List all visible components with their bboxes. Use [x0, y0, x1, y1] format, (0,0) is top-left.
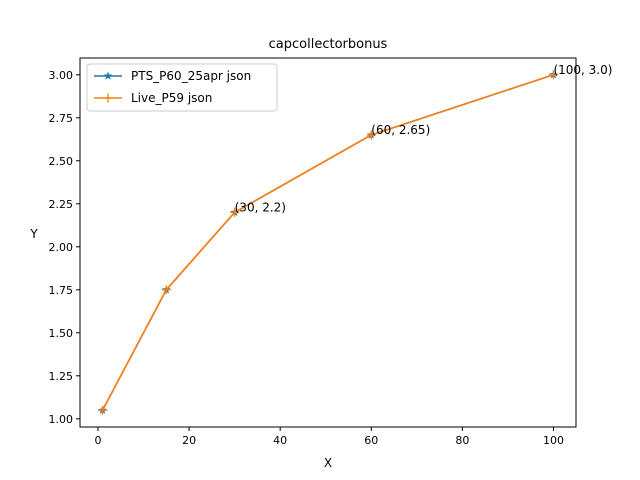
y-tick-label: 2.25	[49, 198, 74, 211]
y-tick-label: 1.00	[49, 413, 74, 426]
series-1	[98, 70, 558, 414]
point-annotation: (60, 2.65)	[371, 123, 430, 137]
y-tick-label: 1.50	[49, 327, 74, 340]
series-layer	[98, 70, 558, 415]
annotation-layer: (30, 2.2) (60, 2.65) (100, 3.0)	[235, 63, 613, 215]
legend-marker	[103, 71, 113, 80]
series-line	[101, 74, 554, 411]
point-annotation: (30, 2.2)	[235, 200, 286, 214]
x-tick-label: 20	[182, 434, 196, 447]
y-axis-ticks: 1.00 1.25 1.50 1.75 2.00 2.25 2.50 2.75 3.00	[49, 69, 80, 426]
data-point-marker	[366, 130, 376, 140]
data-point-marker	[161, 285, 171, 295]
legend: PTS_P60_25apr json Live_P59 json	[86, 63, 278, 112]
y-tick-label: 3.00	[49, 69, 74, 82]
x-axis-label: X	[324, 456, 332, 470]
data-point-marker	[98, 405, 108, 415]
y-tick-label: 2.75	[49, 112, 74, 125]
x-tick-label: 100	[543, 434, 564, 447]
legend-label: PTS_P60_25apr json	[131, 69, 251, 83]
x-tick-label: 40	[273, 434, 287, 447]
y-tick-label: 1.75	[49, 284, 74, 297]
y-axis-label: Y	[29, 227, 38, 241]
x-tick-label: 60	[364, 434, 378, 447]
series-line	[101, 74, 554, 411]
legend-box	[86, 63, 278, 112]
x-tick-label: 0	[94, 434, 101, 447]
x-axis-ticks: 0 20 40 60 80 100	[94, 427, 564, 447]
series-2	[98, 70, 558, 415]
x-tick-label: 80	[455, 434, 469, 447]
point-annotation: (100, 3.0)	[553, 63, 612, 77]
y-tick-label: 1.25	[49, 370, 74, 383]
y-tick-label: 2.50	[49, 155, 74, 168]
chart-title: capcollectorbonus	[269, 37, 388, 52]
y-tick-label: 2.00	[49, 241, 74, 254]
legend-marker	[103, 93, 113, 103]
data-point-marker	[548, 70, 558, 80]
data-point-marker	[230, 207, 240, 217]
plot-frame	[79, 57, 577, 428]
legend-label: Live_P59 json	[131, 91, 212, 105]
